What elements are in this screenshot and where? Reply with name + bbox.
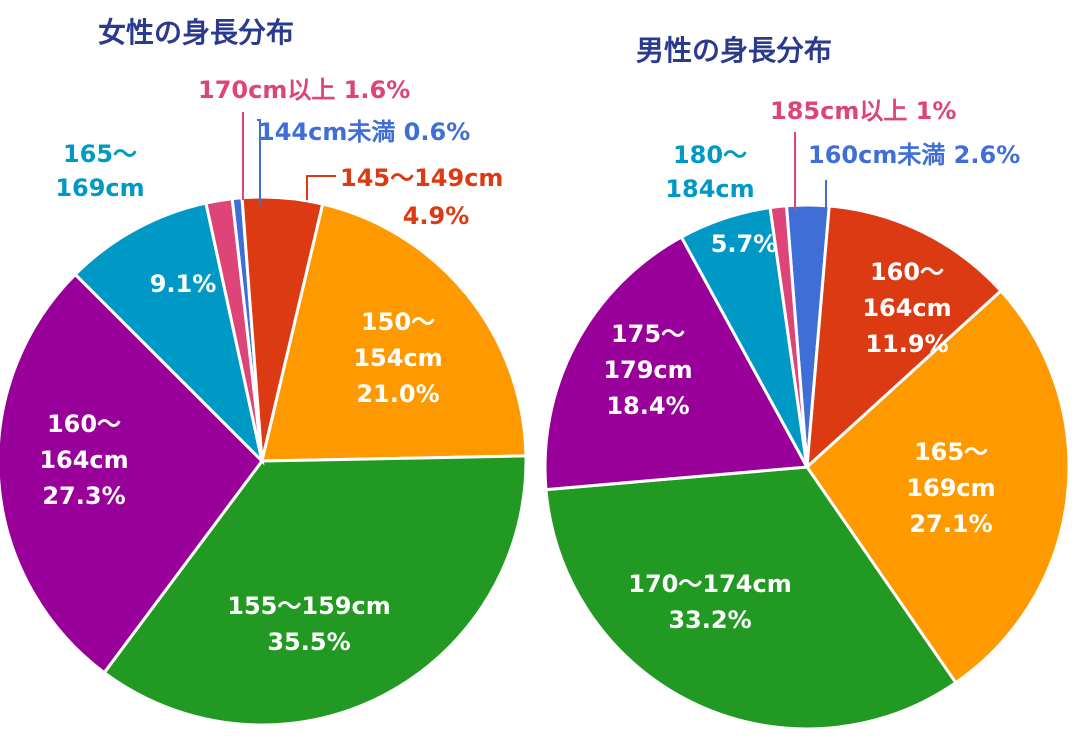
slice-label-0-3-1: 35.5% — [267, 628, 350, 656]
slice-label-1-6-0: 185cm以上 1% — [770, 97, 956, 125]
pie-slice-0-6 — [204, 197, 264, 462]
slice-label-1-2-2: 27.1% — [909, 510, 992, 538]
slice-label-0-2-1: 154cm — [353, 344, 442, 372]
slice-label-1-2-1: 169cm — [906, 474, 995, 502]
slice-label-0-4-0: 160〜 — [47, 410, 121, 438]
slice-label-1-1-0: 160〜 — [870, 258, 944, 286]
slice-label-1-5-0: 5.7% — [711, 230, 778, 258]
male-chart-title: 男性の身長分布 — [636, 34, 832, 67]
female-height-chart: 女性の身長分布 144cm未満 0.6% 145〜149cm 4.9% 150〜 154… — [0, 16, 528, 727]
slice-label-0-1-0: 145〜149cm — [340, 164, 503, 192]
slice-label-1-3-0: 170〜174cm — [628, 570, 791, 598]
slice-label-1-3-1: 33.2% — [668, 606, 751, 634]
pie-slice-0-4 — [0, 272, 264, 675]
pie-slice-1-3 — [544, 465, 958, 731]
pie-slice-1-6 — [768, 204, 809, 468]
slice-outer-label-0-5-0: 165〜 — [63, 140, 137, 168]
pie-slice-1-1 — [805, 204, 1004, 471]
slice-outer-label-0-5-1: 169cm — [55, 174, 144, 202]
pie-slice-1-4 — [543, 235, 810, 492]
slice-label-0-1-1: 4.9% — [403, 202, 470, 230]
male-height-chart: 男性の身長分布 160cm未満 2.6% 160〜 164cm 11.9% 165〜 16… — [543, 34, 1071, 731]
slice-label-1-0-0: 160cm未満 2.6% — [808, 141, 1020, 169]
slice-label-0-3-0: 155〜159cm — [227, 592, 390, 620]
leader-line-0-0 — [257, 119, 261, 205]
slice-label-1-4-1: 179cm — [603, 356, 692, 384]
slice-label-0-0-0: 144cm未満 0.6% — [258, 118, 470, 146]
slice-label-0-2-2: 21.0% — [356, 380, 439, 408]
pie-slice-1-2 — [805, 288, 1071, 685]
pie-slice-0-2 — [260, 202, 528, 463]
pie-slice-0-5 — [73, 201, 265, 466]
slice-outer-label-1-5-0: 180〜 — [673, 141, 747, 169]
slice-label-1-1-1: 164cm — [862, 294, 951, 322]
slice-label-1-4-2: 18.4% — [606, 392, 689, 420]
slice-outer-label-1-5-1: 184cm — [665, 175, 754, 203]
female-chart-title: 女性の身長分布 — [98, 16, 294, 49]
slice-label-0-4-1: 164cm — [39, 446, 128, 474]
slice-label-0-4-2: 27.3% — [42, 482, 125, 510]
leader-line-0-1 — [306, 175, 336, 200]
slice-label-0-5-0: 9.1% — [150, 270, 217, 298]
slice-label-0-2-0: 150〜 — [361, 308, 435, 336]
slice-label-1-4-0: 175〜 — [611, 320, 685, 348]
slice-label-0-6-0: 170cm以上 1.6% — [198, 76, 410, 104]
slice-label-1-2-0: 165〜 — [914, 438, 988, 466]
slice-label-1-1-2: 11.9% — [865, 330, 948, 358]
pie-slice-0-3 — [102, 454, 528, 727]
